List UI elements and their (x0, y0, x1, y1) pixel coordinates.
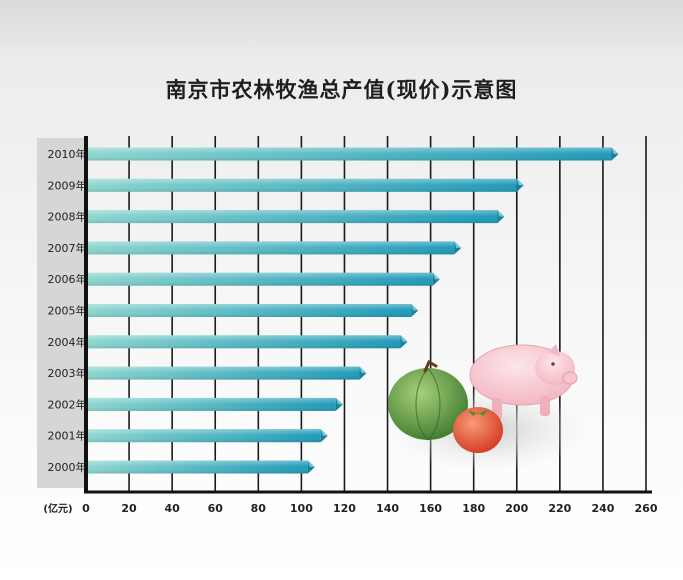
bar-highlight (86, 210, 498, 224)
pumpkin-icon (388, 359, 468, 441)
bar-end-highlight (497, 210, 505, 217)
x-tick-label: 40 (164, 502, 180, 515)
category-label: 2010年 (48, 147, 87, 161)
bar-highlight (86, 335, 401, 349)
bar-highlight (86, 397, 336, 411)
x-tick-label: 60 (208, 502, 224, 515)
x-tick-label: 20 (121, 502, 137, 515)
bar-end-highlight (320, 429, 328, 436)
category-label: 2009年 (48, 178, 87, 192)
x-tick-label: 180 (462, 502, 485, 515)
x-tick-label: 140 (376, 502, 399, 515)
x-tick-label: 220 (548, 502, 571, 515)
bar-highlight (86, 147, 612, 161)
bar-end-highlight (359, 366, 367, 374)
bar-highlight (86, 366, 360, 380)
x-tick-label: 260 (635, 502, 658, 515)
produce-illustration (388, 344, 588, 472)
x-tick-label: 80 (251, 502, 267, 515)
x-axis-unit-label: (亿元) (43, 502, 72, 515)
x-tick-label: 200 (505, 502, 528, 515)
bar-end-highlight (611, 147, 619, 154)
category-label: 2000年 (48, 460, 87, 474)
bar-end-highlight (335, 397, 343, 405)
category-label: 2001年 (48, 429, 87, 443)
category-label: 2006年 (48, 272, 87, 286)
bar-end-highlight (432, 272, 440, 280)
bar-end-highlight (400, 335, 408, 342)
bar-highlight (86, 460, 308, 474)
tomato-icon (453, 407, 503, 453)
x-tick-label: 100 (290, 502, 313, 515)
category-label: 2007年 (48, 241, 87, 255)
category-label: 2003年 (48, 366, 87, 380)
x-tick-label: 0 (82, 502, 90, 515)
bar-highlight (86, 241, 455, 255)
bar-highlight (86, 429, 321, 443)
bar-highlight (86, 304, 412, 317)
bar-end-highlight (411, 304, 419, 311)
bar-highlight (86, 272, 433, 286)
label-strip (37, 138, 86, 488)
x-tick-label: 240 (591, 502, 614, 515)
category-label: 2008年 (48, 210, 87, 224)
x-tick-label: 160 (419, 502, 442, 515)
bar-end-highlight (454, 241, 462, 248)
x-tick-label: 120 (333, 502, 356, 515)
category-label: 2005年 (48, 304, 87, 318)
category-label: 2004年 (48, 335, 87, 349)
pig-icon (469, 344, 578, 420)
bar-highlight (86, 178, 517, 192)
bar-end-highlight (516, 178, 524, 186)
chart-title: 南京市农林牧渔总产值(现价)示意图 (165, 77, 518, 102)
category-label: 2002年 (48, 397, 87, 411)
bar-end-highlight (307, 460, 315, 467)
